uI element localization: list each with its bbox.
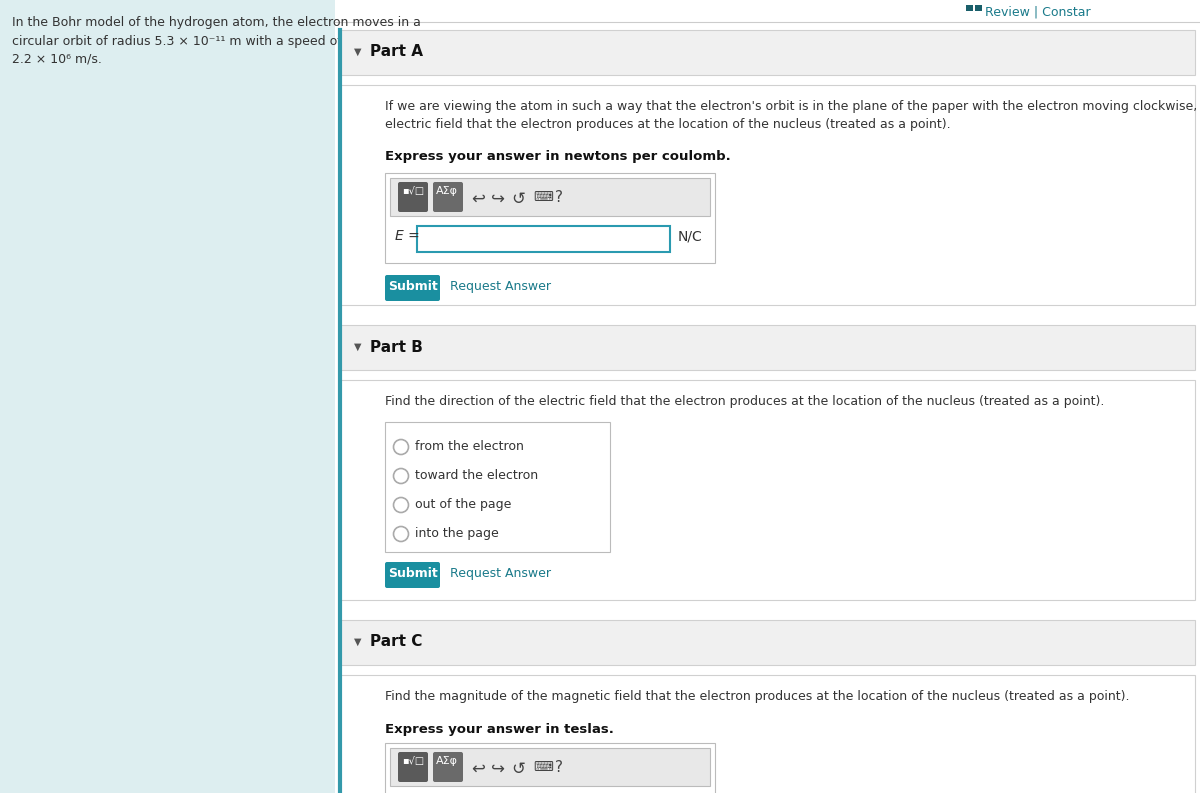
Text: ▪√□: ▪√□ [402, 186, 424, 196]
Text: ▼: ▼ [354, 637, 361, 647]
FancyBboxPatch shape [974, 5, 982, 11]
Text: ↪: ↪ [491, 760, 505, 778]
FancyBboxPatch shape [340, 620, 1195, 665]
FancyBboxPatch shape [390, 178, 710, 216]
FancyBboxPatch shape [966, 5, 973, 11]
Text: Find the magnitude of the magnetic field that the electron produces at the locat: Find the magnitude of the magnetic field… [385, 690, 1129, 703]
FancyBboxPatch shape [340, 675, 1195, 793]
Text: ↩: ↩ [470, 190, 485, 208]
Text: Part B: Part B [370, 339, 422, 354]
Text: Submit: Submit [388, 567, 438, 580]
FancyBboxPatch shape [340, 380, 1195, 600]
Text: Find the direction of the electric field that the electron produces at the locat: Find the direction of the electric field… [385, 395, 1104, 408]
Text: If we are viewing the atom in such a way that the electron's orbit is in the pla: If we are viewing the atom in such a way… [385, 100, 1200, 131]
Text: toward the electron: toward the electron [415, 469, 538, 482]
Text: ↺: ↺ [511, 190, 524, 208]
FancyBboxPatch shape [0, 0, 335, 793]
FancyBboxPatch shape [340, 325, 1195, 370]
Text: ΑΣφ: ΑΣφ [436, 756, 458, 766]
Text: ↪: ↪ [491, 190, 505, 208]
FancyBboxPatch shape [340, 85, 1195, 305]
Text: ?: ? [554, 760, 563, 775]
Text: ?: ? [554, 190, 563, 205]
FancyBboxPatch shape [433, 752, 463, 782]
Text: Submit: Submit [388, 280, 438, 293]
Text: In the Bohr model of the hydrogen atom, the electron moves in a
circular orbit o: In the Bohr model of the hydrogen atom, … [12, 16, 421, 66]
Text: from the electron: from the electron [415, 440, 524, 453]
Text: Part A: Part A [370, 44, 424, 59]
FancyBboxPatch shape [340, 30, 1195, 75]
Text: ↺: ↺ [511, 760, 524, 778]
Text: E =: E = [395, 229, 420, 243]
Text: Express your answer in newtons per coulomb.: Express your answer in newtons per coulo… [385, 150, 731, 163]
FancyBboxPatch shape [418, 226, 670, 252]
Text: ⌨: ⌨ [533, 190, 553, 204]
FancyBboxPatch shape [385, 743, 715, 793]
Text: ▼: ▼ [354, 47, 361, 57]
FancyBboxPatch shape [385, 275, 440, 301]
Text: N/C: N/C [678, 229, 703, 243]
FancyBboxPatch shape [398, 752, 428, 782]
Text: ▪√□: ▪√□ [402, 756, 424, 766]
Text: ⌨: ⌨ [533, 760, 553, 774]
FancyBboxPatch shape [398, 182, 428, 212]
Text: Request Answer: Request Answer [450, 567, 551, 580]
Text: ▼: ▼ [354, 342, 361, 352]
FancyBboxPatch shape [385, 562, 440, 588]
Text: out of the page: out of the page [415, 498, 511, 511]
FancyBboxPatch shape [385, 173, 715, 263]
Text: Express your answer in teslas.: Express your answer in teslas. [385, 723, 614, 736]
Text: into the page: into the page [415, 527, 499, 540]
Text: Part C: Part C [370, 634, 422, 649]
Text: Review | Constar: Review | Constar [985, 5, 1091, 18]
FancyBboxPatch shape [335, 0, 1200, 793]
FancyBboxPatch shape [385, 422, 610, 552]
Text: ΑΣφ: ΑΣφ [436, 186, 458, 196]
FancyBboxPatch shape [433, 182, 463, 212]
Text: ↩: ↩ [470, 760, 485, 778]
Text: Request Answer: Request Answer [450, 280, 551, 293]
FancyBboxPatch shape [390, 748, 710, 786]
